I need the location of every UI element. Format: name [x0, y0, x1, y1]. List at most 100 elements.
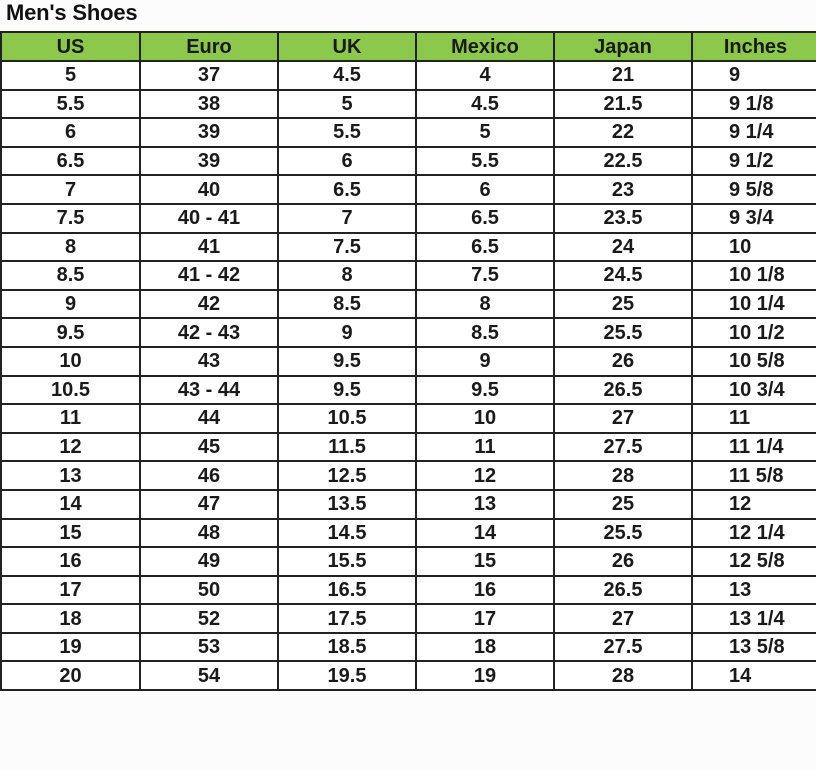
cell-inches: 11 5/8: [691, 460, 816, 491]
cell-mexico: 7.5: [415, 260, 555, 291]
cell-japan: 24.5: [553, 260, 693, 291]
cell-inches: 9 5/8: [691, 174, 816, 205]
table-row: 8 41 7.5 6.5 24 10: [0, 231, 816, 263]
cell-us: 14: [0, 488, 141, 520]
cell-us: 6: [0, 117, 141, 148]
cell-inches: 13 5/8: [691, 631, 816, 663]
cell-euro: 42: [139, 288, 279, 320]
cell-uk: 16.5: [277, 574, 417, 606]
cell-euro: 41 - 42: [139, 260, 279, 291]
cell-japan: 25: [553, 488, 693, 520]
cell-japan: 26: [553, 546, 693, 577]
cell-euro: 40 - 41: [139, 202, 279, 234]
cell-euro: 39: [139, 117, 279, 148]
cell-uk: 5.5: [277, 117, 417, 148]
table-row: 18 52 17.5 17 27 13 1/4: [0, 603, 816, 634]
table-row: 17 50 16.5 16 26.5 13: [0, 574, 816, 606]
cell-japan: 28: [553, 660, 693, 692]
cell-euro: 39: [139, 145, 279, 177]
cell-euro: 41: [139, 231, 279, 263]
cell-japan: 22.5: [553, 145, 693, 177]
cell-inches: 9: [691, 60, 816, 91]
column-header-inches: Inches: [691, 31, 816, 62]
cell-mexico: 11: [415, 431, 555, 463]
cell-mexico: 14: [415, 517, 555, 549]
cell-us: 7: [0, 174, 141, 205]
cell-euro: 53: [139, 631, 279, 663]
cell-japan: 21: [553, 60, 693, 91]
cell-uk: 9.5: [277, 374, 417, 406]
cell-uk: 8: [277, 260, 417, 291]
cell-uk: 17.5: [277, 603, 417, 634]
cell-uk: 8.5: [277, 288, 417, 320]
cell-us: 8: [0, 231, 141, 263]
cell-mexico: 6: [415, 174, 555, 205]
cell-inches: 9 1/2: [691, 145, 816, 177]
cell-uk: 5: [277, 88, 417, 120]
column-header-japan: Japan: [553, 31, 693, 62]
cell-us: 18: [0, 603, 141, 634]
cell-euro: 52: [139, 603, 279, 634]
cell-japan: 26: [553, 345, 693, 377]
cell-uk: 6.5: [277, 174, 417, 205]
cell-us: 7.5: [0, 202, 141, 234]
cell-uk: 9: [277, 317, 417, 348]
cell-euro: 40: [139, 174, 279, 205]
table-row: 19 53 18.5 18 27.5 13 5/8: [0, 631, 816, 663]
cell-euro: 47: [139, 488, 279, 520]
cell-euro: 42 - 43: [139, 317, 279, 348]
cell-uk: 15.5: [277, 546, 417, 577]
cell-japan: 27.5: [553, 431, 693, 463]
cell-japan: 27: [553, 603, 693, 634]
cell-us: 20: [0, 660, 141, 692]
cell-us: 17: [0, 574, 141, 606]
cell-us: 8.5: [0, 260, 141, 291]
cell-inches: 14: [691, 660, 816, 692]
table-row: 7.5 40 - 41 7 6.5 23.5 9 3/4: [0, 202, 816, 234]
cell-uk: 11.5: [277, 431, 417, 463]
cell-inches: 12: [691, 488, 816, 520]
cell-inches: 11 1/4: [691, 431, 816, 463]
cell-uk: 7.5: [277, 231, 417, 263]
table-row: 9 42 8.5 8 25 10 1/4: [0, 288, 816, 320]
cell-japan: 28: [553, 460, 693, 491]
cell-euro: 38: [139, 88, 279, 120]
cell-us: 5: [0, 60, 141, 91]
cell-mexico: 15: [415, 546, 555, 577]
cell-japan: 27: [553, 403, 693, 434]
cell-uk: 4.5: [277, 60, 417, 91]
cell-japan: 22: [553, 117, 693, 148]
cell-inches: 10 5/8: [691, 345, 816, 377]
cell-euro: 50: [139, 574, 279, 606]
cell-euro: 46: [139, 460, 279, 491]
cell-euro: 44: [139, 403, 279, 434]
cell-mexico: 16: [415, 574, 555, 606]
cell-japan: 23: [553, 174, 693, 205]
table-row: 5 37 4.5 4 21 9: [0, 60, 816, 91]
cell-us: 5.5: [0, 88, 141, 120]
table-row: 13 46 12.5 12 28 11 5/8: [0, 460, 816, 491]
cell-uk: 19.5: [277, 660, 417, 692]
cell-uk: 9.5: [277, 345, 417, 377]
cell-mexico: 4.5: [415, 88, 555, 120]
cell-uk: 12.5: [277, 460, 417, 491]
cell-mexico: 5.5: [415, 145, 555, 177]
table-row: 12 45 11.5 11 27.5 11 1/4: [0, 431, 816, 463]
cell-uk: 6: [277, 145, 417, 177]
table-row: 6 39 5.5 5 22 9 1/4: [0, 117, 816, 148]
cell-inches: 10 3/4: [691, 374, 816, 406]
cell-inches: 9 1/8: [691, 88, 816, 120]
cell-us: 10: [0, 345, 141, 377]
cell-mexico: 8.5: [415, 317, 555, 348]
table-row: 9.5 42 - 43 9 8.5 25.5 10 1/2: [0, 317, 816, 348]
cell-us: 11: [0, 403, 141, 434]
cell-us: 6.5: [0, 145, 141, 177]
cell-us: 10.5: [0, 374, 141, 406]
cell-inches: 12 5/8: [691, 546, 816, 577]
cell-inches: 13 1/4: [691, 603, 816, 634]
cell-mexico: 17: [415, 603, 555, 634]
cell-inches: 9 1/4: [691, 117, 816, 148]
cell-japan: 26.5: [553, 374, 693, 406]
size-chart-table: US Euro UK Mexico Japan Inches 5 37 4.5 4 21 9 5.5 3…: [0, 31, 816, 692]
cell-euro: 43: [139, 345, 279, 377]
